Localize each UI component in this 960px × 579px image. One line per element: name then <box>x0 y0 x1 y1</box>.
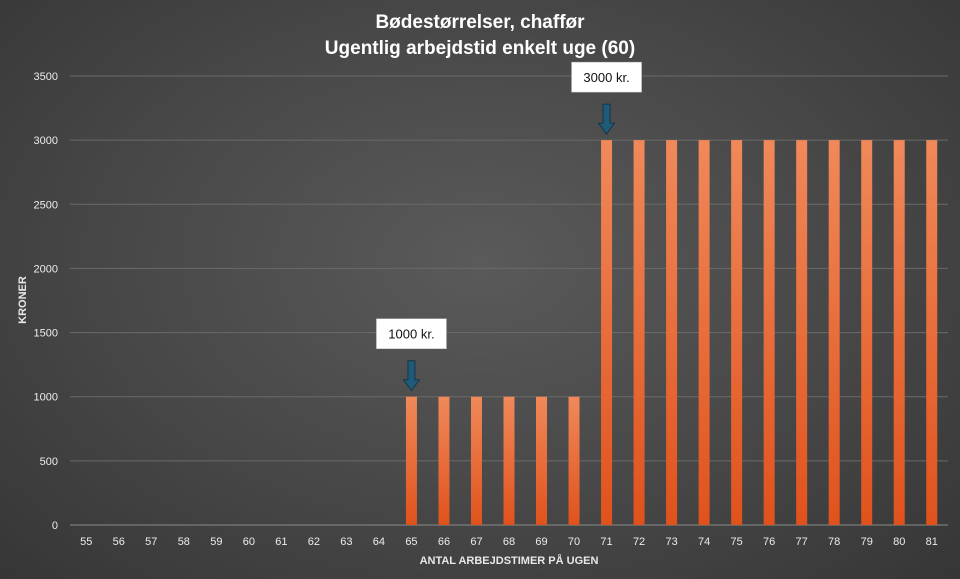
bar <box>828 140 840 525</box>
x-tick-label: 62 <box>308 536 320 548</box>
x-tick-label: 79 <box>861 536 873 548</box>
down-arrow-icon <box>402 360 421 392</box>
y-tick-label: 3500 <box>34 71 58 83</box>
x-tick-label: 72 <box>633 536 645 548</box>
x-tick-label: 81 <box>926 536 938 548</box>
y-tick-label: 1500 <box>34 328 58 340</box>
x-tick-label: 75 <box>731 536 743 548</box>
x-tick-label: 58 <box>178 536 190 548</box>
bar <box>633 140 645 525</box>
x-axis-title: ANTAL ARBEJDSTIMER PÅ UGEN <box>420 554 599 567</box>
annotations: 1000 kr. 3000 kr. <box>376 61 642 392</box>
bar <box>926 140 938 525</box>
bar <box>503 396 515 525</box>
bar <box>698 140 710 525</box>
bars <box>405 140 938 525</box>
bar <box>666 140 678 525</box>
x-tick-labels: 55 56 57 58 59 60 61 62 63 64 65 66 67 68 69 70 71 72 73 74… <box>80 536 938 548</box>
x-tick-label: 71 <box>600 536 612 548</box>
annotation-label: 3000 kr. <box>583 70 629 85</box>
y-tick-label: 2000 <box>34 263 58 275</box>
bar <box>601 140 613 525</box>
y-tick-label: 3000 <box>34 135 58 147</box>
y-tick-label: 0 <box>52 520 58 532</box>
x-tick-label: 78 <box>828 536 840 548</box>
down-arrow-icon <box>597 103 616 135</box>
y-tick-label: 1000 <box>34 392 58 404</box>
bar <box>731 140 743 525</box>
y-tick-label: 500 <box>40 456 58 468</box>
x-tick-label: 61 <box>275 536 287 548</box>
x-tick-label: 76 <box>763 536 775 548</box>
bar <box>470 396 482 525</box>
x-tick-label: 70 <box>568 536 580 548</box>
y-tick-label: 2500 <box>34 199 58 211</box>
chart-title-line-1: Bødestørrelser, chaffør <box>375 12 585 33</box>
x-tick-label: 73 <box>665 536 677 548</box>
annotation-box <box>376 318 447 349</box>
bar <box>438 396 450 525</box>
x-tick-label: 67 <box>470 536 482 548</box>
y-tick-labels: 0 500 1000 1500 2000 2500 3000 3500 <box>34 71 58 532</box>
x-tick-label: 77 <box>796 536 808 548</box>
annotation-label: 1000 kr. <box>388 327 434 342</box>
chart-title-line-2: Ugentlig arbejdstid enkelt uge (60) <box>325 38 635 59</box>
x-tick-label: 80 <box>893 536 905 548</box>
bar <box>763 140 775 525</box>
x-tick-label: 63 <box>340 536 352 548</box>
bar <box>536 396 548 525</box>
bar <box>796 140 808 525</box>
x-tick-label: 60 <box>243 536 255 548</box>
annotation: 3000 kr. <box>571 61 642 135</box>
x-tick-label: 55 <box>80 536 92 548</box>
annotation-box <box>571 61 642 93</box>
x-tick-label: 68 <box>503 536 515 548</box>
x-tick-label: 59 <box>210 536 222 548</box>
x-tick-label: 65 <box>405 536 417 548</box>
x-tick-label: 69 <box>535 536 547 548</box>
y-axis-title: KRONER <box>17 276 29 324</box>
x-tick-label: 57 <box>145 536 157 548</box>
annotation: 1000 kr. <box>376 318 447 392</box>
bar <box>405 396 417 525</box>
bar <box>568 396 580 525</box>
x-tick-label: 64 <box>373 536 385 548</box>
bar <box>893 140 905 525</box>
x-tick-label: 66 <box>438 536 450 548</box>
x-tick-label: 74 <box>698 536 710 548</box>
x-tick-label: 56 <box>113 536 125 548</box>
bar <box>861 140 873 525</box>
